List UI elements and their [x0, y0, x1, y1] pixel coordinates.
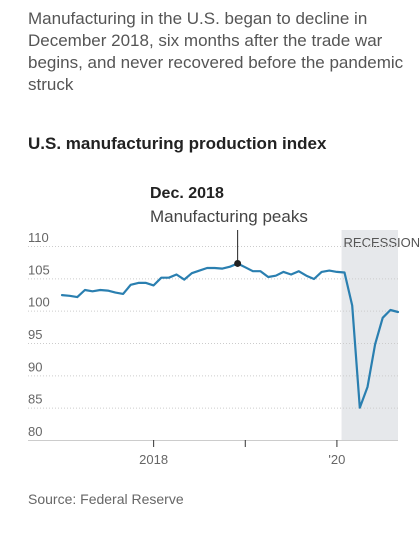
- chart-subtitle: Manufacturing in the U.S. began to decli…: [28, 9, 404, 94]
- y-tick-label-110: 110: [28, 230, 49, 245]
- y-tick-label-105: 105: [28, 262, 50, 277]
- y-tick-label-80: 80: [28, 424, 42, 439]
- x-tick-label-'20: '20: [328, 452, 345, 467]
- recession-band: [341, 230, 398, 440]
- y-tick-label-85: 85: [28, 392, 42, 407]
- line-chart: RECESSION 110 105 100 95 90 85 80 2018 '20 Dec.…: [28, 185, 419, 467]
- annotation-text: Manufacturing peaks: [150, 207, 308, 226]
- y-tick-label-100: 100: [28, 295, 50, 310]
- y-tick-label-90: 90: [28, 359, 42, 374]
- annotation-point: [234, 259, 242, 267]
- y-tick-label-95: 95: [28, 327, 42, 342]
- series-line-0: [60, 262, 400, 409]
- recession-label: RECESSION: [344, 235, 419, 250]
- x-tick-label-2018: 2018: [139, 452, 168, 467]
- source-note: Source: Federal Reserve: [28, 491, 184, 507]
- chart-title: U.S. manufacturing production index: [28, 134, 327, 153]
- annotation-title: Dec. 2018: [150, 185, 224, 202]
